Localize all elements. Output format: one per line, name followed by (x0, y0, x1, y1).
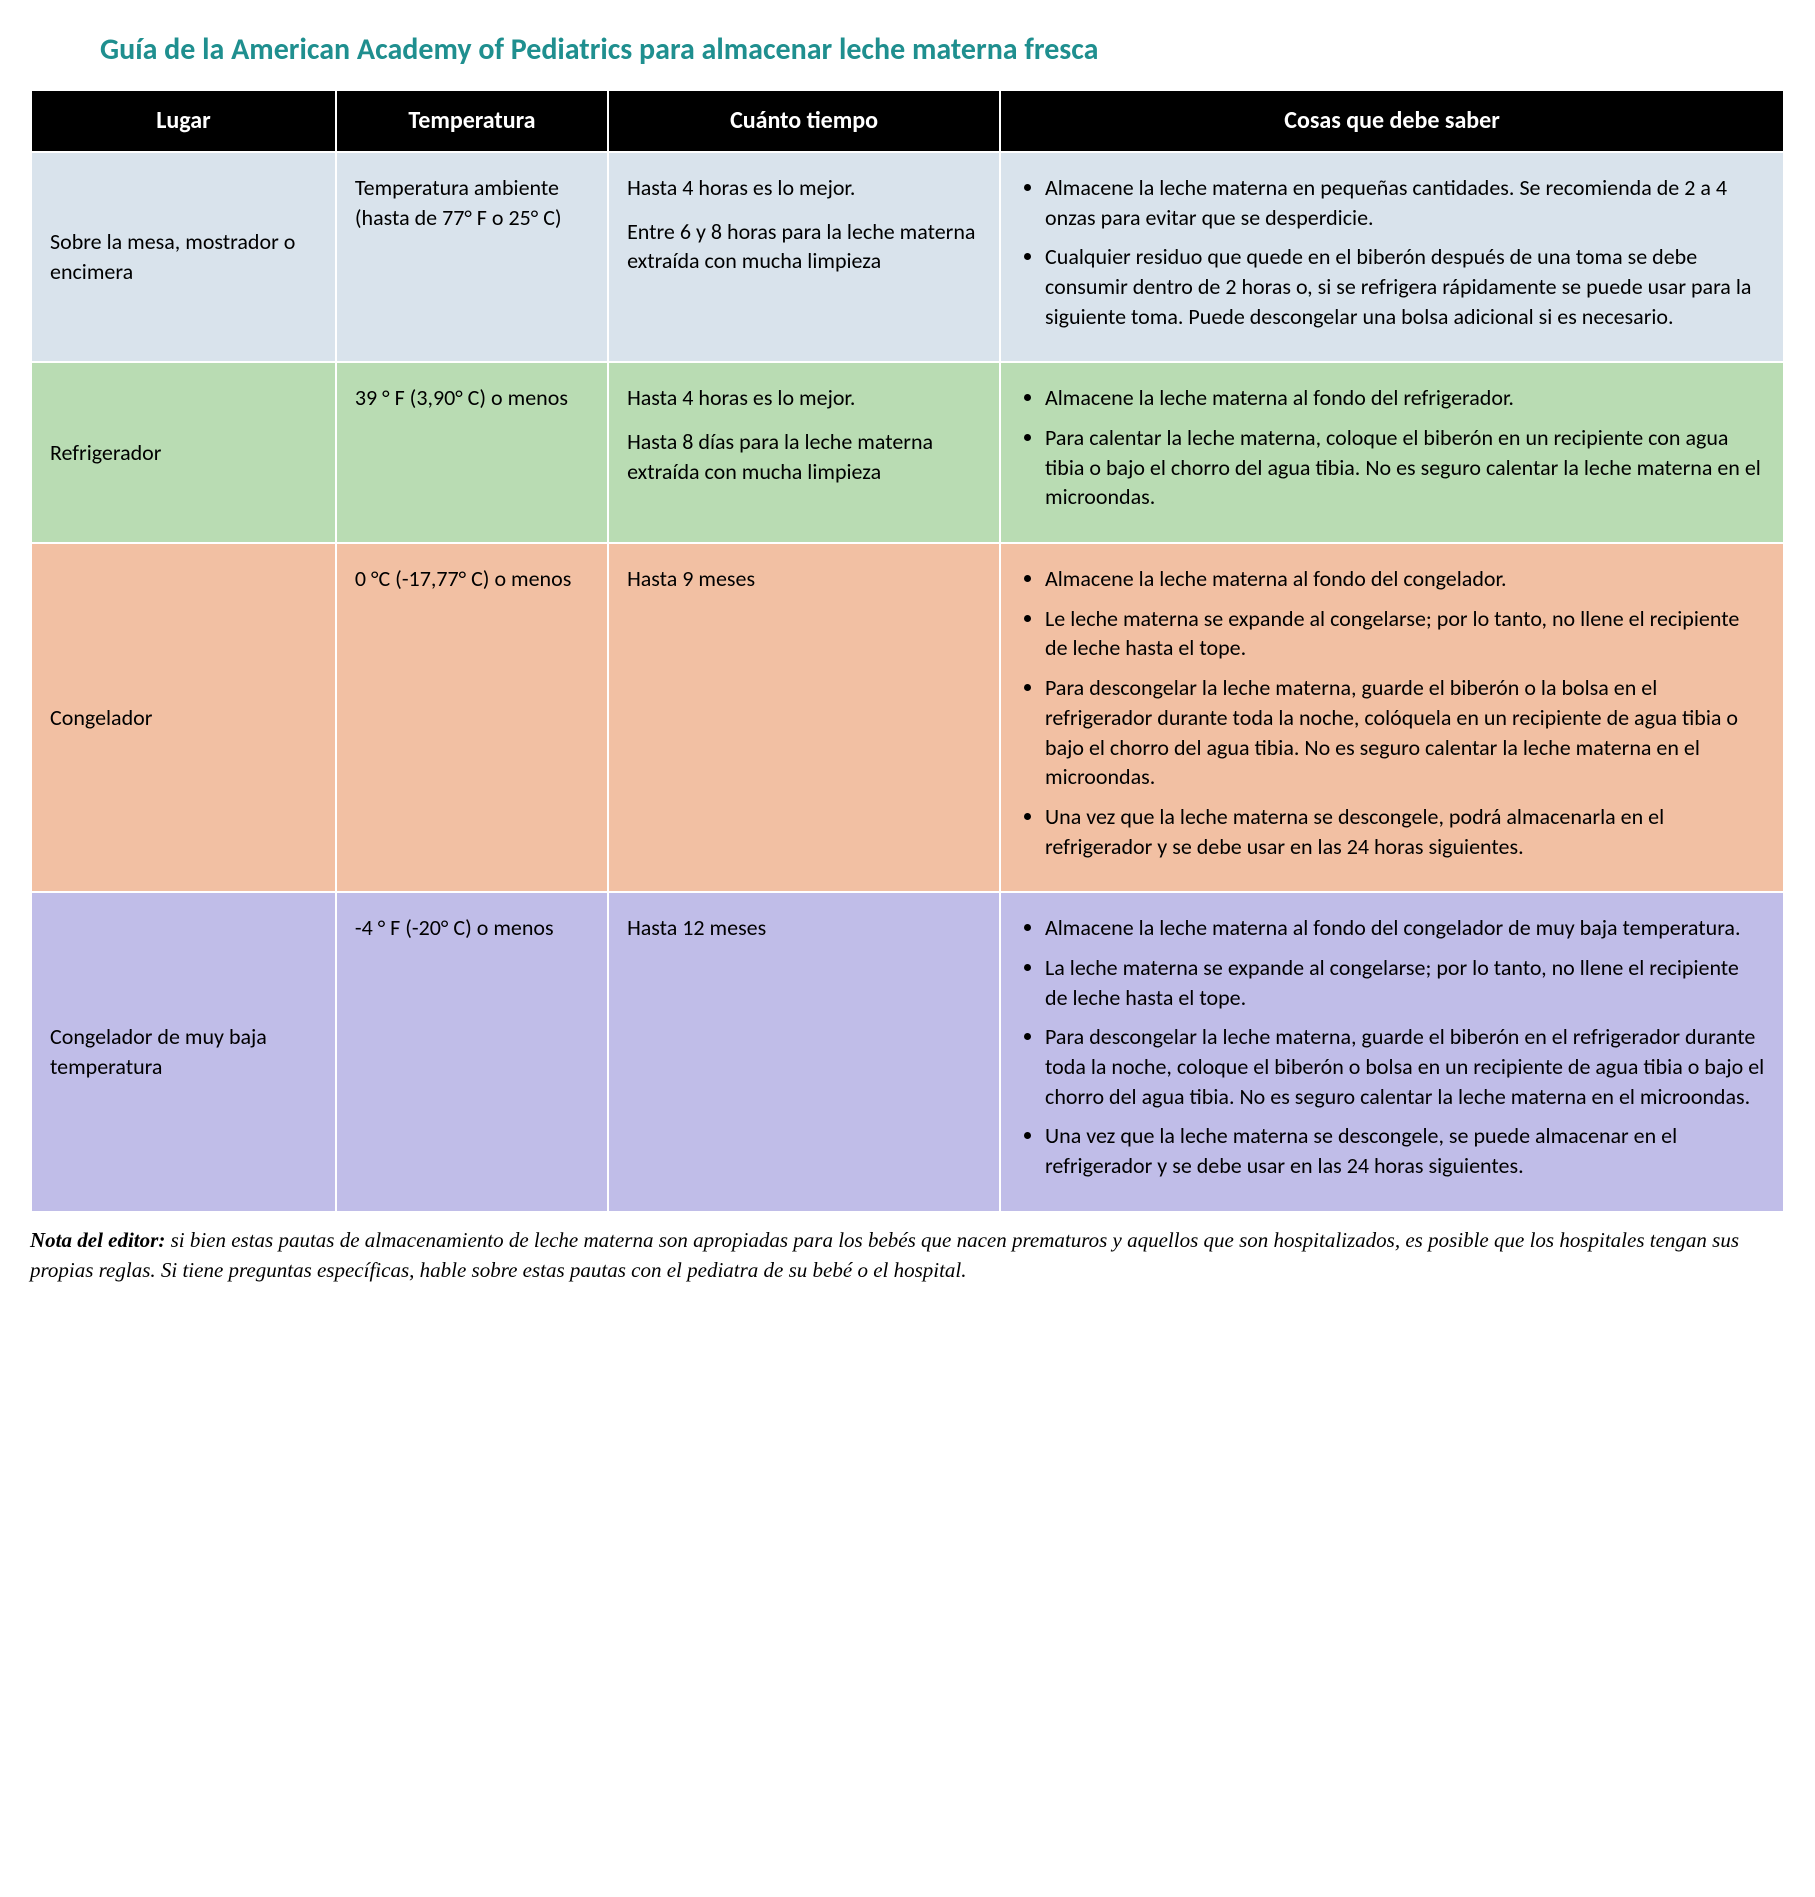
td-place: Sobre la mesa, mostrador o encimera (31, 152, 336, 362)
th-temp: Temperatura (336, 91, 608, 152)
time-paragraph: Hasta 4 horas es lo mejor. (627, 383, 981, 413)
th-place: Lugar (31, 91, 336, 152)
table-body: Sobre la mesa, mostrador o encimeraTempe… (31, 152, 1784, 1212)
time-paragraph: Hasta 12 meses (627, 913, 981, 943)
td-temp: 0 °C (-17,77° C) o menos (336, 543, 608, 892)
th-time: Cuánto tiempo (608, 91, 1000, 152)
know-list: Almacene la leche materna en pequeñas ca… (1019, 173, 1765, 331)
know-list: Almacene la leche materna al fondo del c… (1019, 564, 1765, 861)
know-list: Almacene la leche materna al fondo del r… (1019, 383, 1765, 512)
td-know: Almacene la leche materna en pequeñas ca… (1000, 152, 1784, 362)
know-list: Almacene la leche materna al fondo del c… (1019, 913, 1765, 1181)
td-temp: -4 ° F (-20° C) o menos (336, 892, 608, 1212)
storage-table: Lugar Temperatura Cuánto tiempo Cosas qu… (30, 91, 1785, 1213)
editor-note-body: si bien estas pautas de almacenamiento d… (30, 1228, 1739, 1282)
know-list-item: Una vez que la leche materna se desconge… (1045, 1121, 1765, 1180)
time-paragraph: Hasta 9 meses (627, 564, 981, 594)
td-place: Congelador (31, 543, 336, 892)
td-know: Almacene la leche materna al fondo del r… (1000, 362, 1784, 543)
td-time: Hasta 4 horas es lo mejor. Entre 6 y 8 ho… (608, 152, 1000, 362)
td-time: Hasta 12 meses (608, 892, 1000, 1212)
td-temp: Temperatura ambiente (hasta de 77° F o 2… (336, 152, 608, 362)
td-temp: 39 ° F (3,90° C) o menos (336, 362, 608, 543)
time-paragraph: Entre 6 y 8 horas para la leche materna … (627, 217, 981, 276)
know-list-item: La leche materna se expande al congelars… (1045, 953, 1765, 1012)
time-paragraph: Hasta 4 horas es lo mejor. (627, 173, 981, 203)
table-row: Congelador0 °C (-17,77° C) o menos Hasta … (31, 543, 1784, 892)
know-list-item: Almacene la leche materna en pequeñas ca… (1045, 173, 1765, 232)
table-row: Refrigerador39 ° F (3,90° C) o menosHast… (31, 362, 1784, 543)
time-paragraph: Hasta 8 días para la leche materna extra… (627, 427, 981, 486)
page-title: Guía de la American Academy of Pediatric… (100, 30, 1785, 71)
td-know: Almacene la leche materna al fondo del c… (1000, 543, 1784, 892)
table-header-row: Lugar Temperatura Cuánto tiempo Cosas qu… (31, 91, 1784, 152)
know-list-item: Almacene la leche materna al fondo del c… (1045, 913, 1765, 943)
know-list-item: Cualquier residuo que quede en el biberó… (1045, 242, 1765, 331)
table-row: Congelador de muy baja temperatura-4 ° F… (31, 892, 1784, 1212)
know-list-item: Almacene la leche materna al fondo del c… (1045, 564, 1765, 594)
know-list-item: Una vez que la leche materna se desconge… (1045, 802, 1765, 861)
td-time: Hasta 4 horas es lo mejor. Hasta 8 días p… (608, 362, 1000, 543)
know-list-item: Para calentar la leche materna, coloque … (1045, 423, 1765, 512)
editor-note: Nota del editor: si bien estas pautas de… (30, 1225, 1785, 1286)
editor-note-lead: Nota del editor: (30, 1228, 165, 1252)
td-time: Hasta 9 meses (608, 543, 1000, 892)
th-know: Cosas que debe saber (1000, 91, 1784, 152)
td-know: Almacene la leche materna al fondo del c… (1000, 892, 1784, 1212)
td-place: Refrigerador (31, 362, 336, 543)
know-list-item: Almacene la leche materna al fondo del r… (1045, 383, 1765, 413)
know-list-item: Para descongelar la leche materna, guard… (1045, 673, 1765, 792)
know-list-item: Para descongelar la leche materna, guard… (1045, 1022, 1765, 1111)
table-row: Sobre la mesa, mostrador o encimeraTempe… (31, 152, 1784, 362)
know-list-item: Le leche materna se expande al congelars… (1045, 604, 1765, 663)
td-place: Congelador de muy baja temperatura (31, 892, 336, 1212)
